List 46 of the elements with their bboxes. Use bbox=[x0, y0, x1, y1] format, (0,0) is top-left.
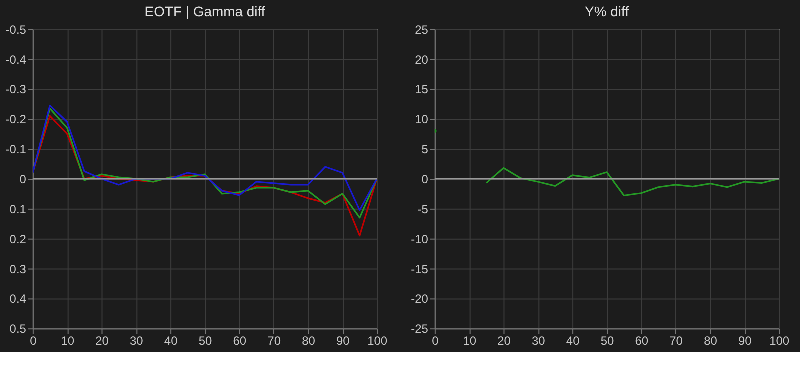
x-tick-label: 10 bbox=[463, 334, 477, 348]
x-tick-label: 20 bbox=[96, 334, 110, 348]
y-tick-label: 0.5 bbox=[10, 322, 27, 336]
x-tick-label: 20 bbox=[498, 334, 512, 348]
y-tick-label: -0.3 bbox=[6, 82, 27, 97]
y-tick-label: -25 bbox=[411, 322, 429, 336]
x-tick-label: 50 bbox=[600, 334, 614, 348]
x-tick-label: 40 bbox=[164, 334, 178, 348]
x-tick-label: 70 bbox=[670, 334, 684, 348]
x-tick-label: 40 bbox=[566, 334, 580, 348]
x-tick-label: 70 bbox=[268, 334, 282, 348]
y-tick-label: 10 bbox=[415, 112, 429, 127]
x-tick-label: 60 bbox=[635, 334, 649, 348]
x-tick-label: 90 bbox=[336, 334, 350, 348]
y-tick-label: -10 bbox=[411, 232, 429, 246]
y-tick-label: 0.2 bbox=[10, 232, 27, 246]
y-tick-label: 0 bbox=[20, 172, 27, 186]
chart-title: EOTF | Gamma diff bbox=[144, 3, 266, 20]
y-tick-label: -20 bbox=[411, 292, 429, 306]
x-tick-label: 80 bbox=[302, 334, 316, 348]
y-tick-label: 25 bbox=[415, 22, 429, 37]
chart-title: Y% diff bbox=[585, 3, 630, 20]
y-tick-label: -0.1 bbox=[6, 142, 27, 157]
x-tick-label: 30 bbox=[532, 334, 546, 348]
y-tick-label: -15 bbox=[411, 262, 429, 276]
x-tick-label: 80 bbox=[704, 334, 718, 348]
x-tick-label: 90 bbox=[738, 334, 752, 348]
y-tick-label: -0.2 bbox=[6, 112, 27, 127]
x-tick-label: 60 bbox=[233, 334, 247, 348]
y-tick-label: 15 bbox=[415, 82, 429, 97]
y-tick-label: 0.3 bbox=[10, 262, 27, 276]
y-tick-label: 0.4 bbox=[10, 292, 27, 306]
y-tick-label: -0.5 bbox=[6, 22, 27, 37]
x-tick-label: 30 bbox=[130, 334, 144, 348]
y-tick-label: 0.1 bbox=[10, 202, 27, 216]
x-tick-label: 100 bbox=[770, 334, 790, 348]
x-tick-label: 10 bbox=[61, 334, 75, 348]
x-tick-label: 0 bbox=[432, 334, 440, 348]
y-tick-label: -5 bbox=[418, 202, 429, 216]
x-tick-label: 100 bbox=[368, 334, 388, 348]
y-tick-label: -0.4 bbox=[6, 52, 27, 67]
y-tick-label: 5 bbox=[422, 142, 429, 157]
y-tick-label: 20 bbox=[415, 52, 429, 67]
x-tick-label: 50 bbox=[198, 334, 212, 348]
x-tick-label: 0 bbox=[30, 334, 38, 348]
y-tick-label: 0 bbox=[422, 172, 429, 186]
